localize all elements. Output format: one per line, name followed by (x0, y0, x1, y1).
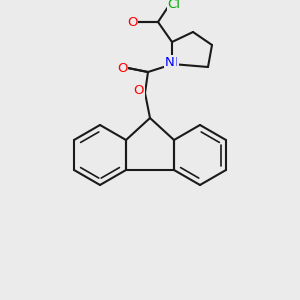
Text: N: N (165, 56, 175, 68)
Text: O: O (117, 61, 127, 74)
Text: N: N (168, 56, 178, 70)
Text: O: O (127, 16, 137, 28)
Text: Cl: Cl (167, 0, 181, 11)
Text: O: O (134, 85, 144, 98)
